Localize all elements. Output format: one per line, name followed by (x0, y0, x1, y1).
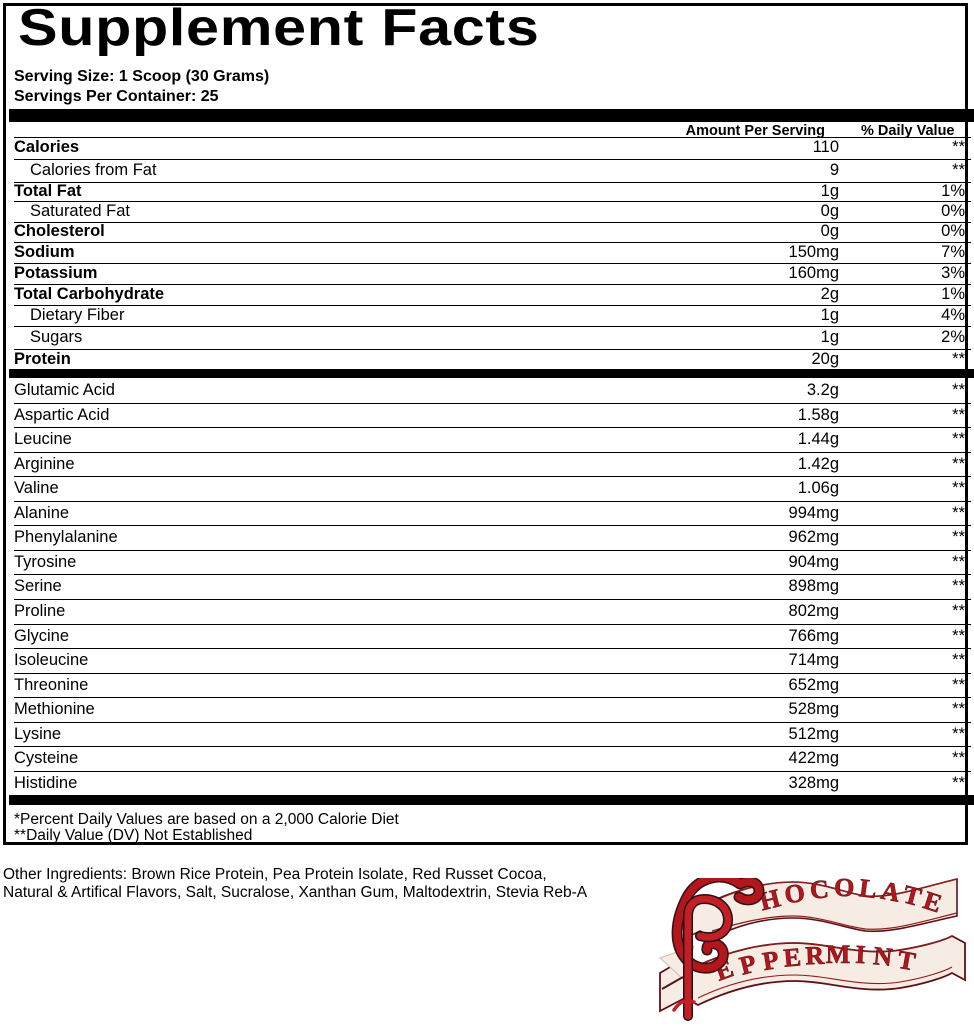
svg-text:C: C (809, 878, 830, 905)
svg-text:I: I (855, 940, 867, 969)
svg-text:R: R (805, 941, 825, 971)
svg-text:E: E (782, 942, 802, 972)
svg-text:M: M (826, 940, 851, 969)
svg-text:O: O (834, 878, 855, 902)
svg-text:N: N (872, 941, 894, 972)
svg-text:L: L (858, 878, 879, 904)
